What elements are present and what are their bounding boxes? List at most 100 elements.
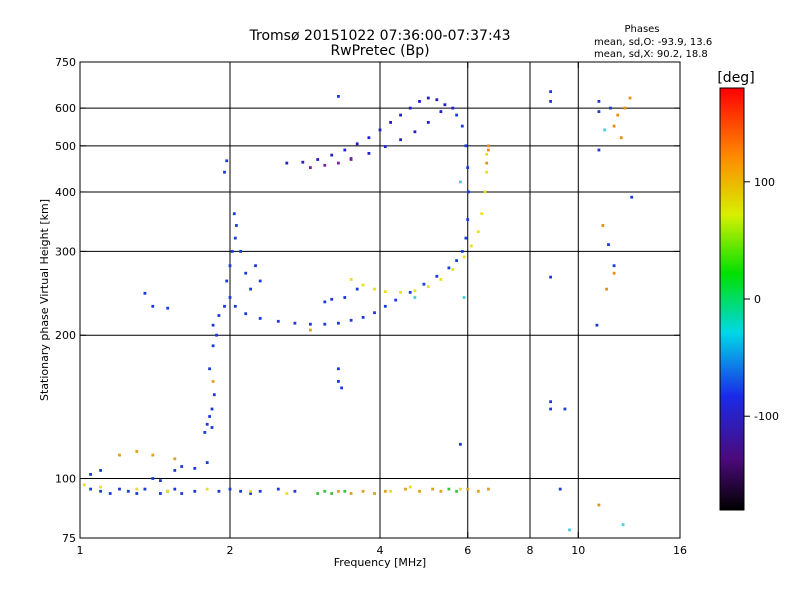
data-point [621,523,625,527]
data-point [254,264,257,268]
data-point [355,142,359,146]
data-point [301,160,305,164]
data-point [159,492,162,495]
data-point [337,321,340,325]
colorbar-tick-label: 100 [754,176,775,189]
chart-subtitle: RwPretec (Bp) [330,43,429,59]
data-point [549,275,552,279]
data-point [239,489,242,493]
data-point [439,489,443,493]
data-point [293,321,297,325]
data-point [558,487,562,491]
data-point [330,153,334,157]
data-point [337,489,340,493]
data-point [208,367,211,371]
x-tick-label: 6 [464,544,471,557]
data-point [343,489,347,493]
data-point [203,431,207,434]
data-point [225,279,229,283]
data-point [239,250,242,253]
data-point [447,266,451,270]
phases-line-x: mean, sd,X: 90.2, 18.8 [594,49,708,60]
data-point [323,163,327,167]
data-point [413,130,417,134]
data-point [173,457,177,461]
data-point [408,485,412,489]
data-point [422,282,426,286]
x-tick-label: 16 [673,544,687,557]
data-point [487,487,490,491]
y-tick-label: 200 [55,329,76,342]
data-point [394,298,398,302]
data-point [258,317,262,320]
y-tick-label: 100 [55,473,76,486]
data-point [118,453,121,457]
y-tick-label: 75 [62,532,76,545]
data-point [173,487,177,491]
data-point [383,304,387,308]
data-point [487,148,490,152]
data-point [549,407,552,411]
y-tick-label: 400 [55,186,76,199]
data-point [459,180,462,184]
y-tick-label: 500 [55,140,76,153]
data-point [568,528,571,532]
data-point [549,100,552,103]
data-point [118,487,121,491]
data-point [309,166,312,169]
data-point [466,218,470,221]
data-point [426,121,430,124]
data-point [628,96,632,100]
data-point [389,489,392,493]
data-point [431,487,434,491]
data-point [285,161,289,165]
data-point [413,296,417,299]
data-point [193,489,197,493]
data-point [225,159,229,163]
data-point [89,473,92,476]
data-point [435,98,439,102]
data-point [355,287,359,291]
data-point [151,453,155,457]
colorbar-tick-label: 0 [754,293,761,306]
data-point [210,426,214,429]
data-point [462,255,466,259]
data-point [483,190,487,194]
data-point [485,170,489,174]
data-point [459,442,462,446]
data-point [467,190,470,194]
data-point [316,492,320,495]
data-point [135,487,139,491]
data-point [235,224,238,227]
data-point [373,311,376,315]
y-tick-label: 600 [55,102,76,115]
data-point [143,487,147,491]
data-point [612,124,616,128]
data-point [228,264,232,268]
y-axis-label: Stationary phase Virtual Height [km] [38,199,51,401]
data-point [619,136,623,140]
data-points [82,90,634,532]
data-point [603,128,607,132]
data-point [249,489,252,493]
data-point [99,469,102,472]
data-point [258,279,262,283]
data-point [223,304,226,308]
data-point [373,492,376,495]
data-point [563,407,567,411]
data-point [349,492,353,495]
data-point [485,152,489,156]
data-point [205,461,209,464]
data-point [612,264,616,268]
data-point [378,128,382,132]
chart-title: Tromsø 20151022 07:36:00-07:37:43 [249,28,511,44]
data-point [418,489,421,493]
data-point [439,278,443,281]
data-point [173,469,177,472]
data-point [337,380,340,383]
data-point [455,489,458,493]
data-point [597,110,601,113]
data-point [607,243,610,246]
data-point [383,489,387,493]
data-point [383,145,387,148]
